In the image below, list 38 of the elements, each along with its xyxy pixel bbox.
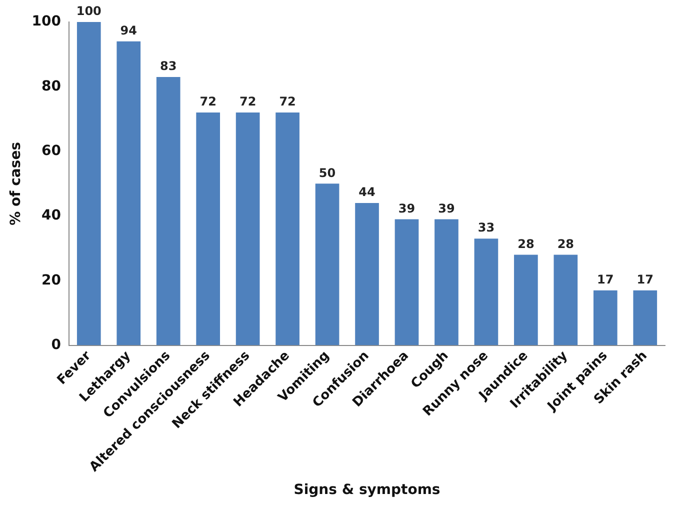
bar: [315, 184, 340, 346]
bar: [554, 254, 578, 346]
bar: [156, 76, 180, 346]
y-tick-label: 60: [42, 142, 62, 159]
x-axis-title: Signs & symptoms: [294, 482, 440, 498]
data-label: 94: [120, 24, 137, 38]
bar: [593, 290, 618, 346]
bar: [394, 219, 419, 346]
data-label: 17: [597, 272, 614, 286]
bar: [76, 22, 101, 346]
y-tick-label: 20: [42, 272, 62, 288]
data-label: 83: [160, 59, 177, 74]
data-label: 39: [398, 201, 416, 216]
data-label: 28: [557, 236, 574, 251]
data-label: 72: [200, 94, 216, 109]
data-label: 100: [76, 4, 102, 18]
bar: [474, 238, 498, 346]
data-label: 44: [358, 185, 376, 200]
y-tick-label: 100: [32, 14, 62, 30]
bar: [633, 290, 658, 346]
data-label: 72: [239, 94, 256, 109]
bar: [514, 254, 538, 346]
bar: [236, 112, 260, 346]
data-label: 28: [518, 236, 534, 251]
y-tick-label: 0: [51, 336, 62, 353]
data-label: 72: [279, 94, 296, 109]
bar: [116, 41, 141, 346]
bar: [196, 112, 220, 346]
y-tick-label: 80: [42, 78, 62, 94]
data-label: 33: [478, 220, 495, 235]
bar: [276, 112, 300, 346]
data-label: 39: [438, 201, 455, 216]
bar: [355, 203, 379, 346]
data-label: 17: [636, 272, 654, 286]
data-label: 50: [318, 166, 336, 180]
y-axis-title: % of cases: [8, 142, 24, 226]
bar: [434, 219, 458, 346]
y-tick-label: 40: [42, 208, 62, 224]
